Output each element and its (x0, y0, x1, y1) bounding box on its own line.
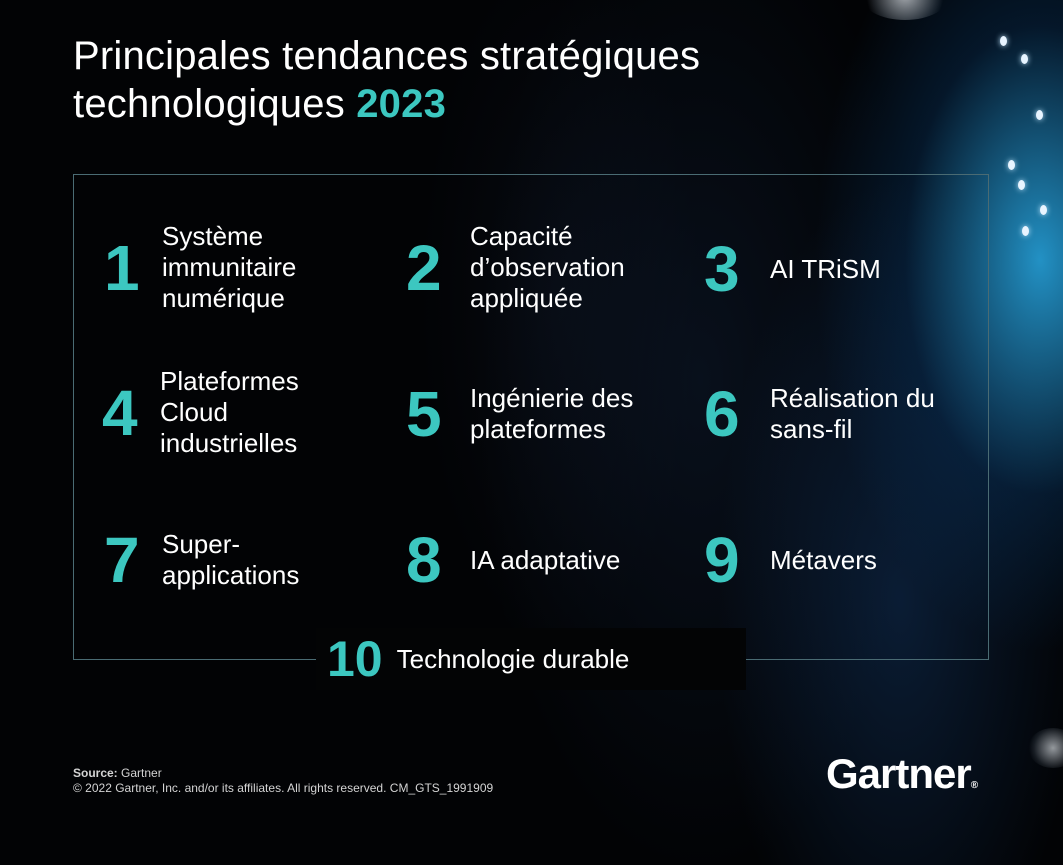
trend-label: Réalisation du sans-fil (770, 383, 935, 444)
trend-number: 9 (704, 524, 740, 596)
source-value: Gartner (121, 766, 162, 780)
title-line-2: technologiques 2023 (73, 80, 700, 128)
trend-number: 4 (102, 376, 138, 449)
trend-number: 3 (704, 233, 740, 305)
trend-item-4: 4 Plateformes Cloud industrielles (102, 366, 299, 459)
trend-label: Métavers (770, 544, 877, 575)
trend-item-9: 9 Métavers (704, 528, 877, 592)
trend-item-6: 6 Réalisation du sans-fil (704, 382, 935, 446)
registered-mark: ® (970, 780, 979, 791)
trend-item-3: 3 AI TRiSM (704, 237, 881, 301)
trend-number: 10 (327, 631, 383, 687)
trend-label: Système immunitaire numérique (162, 221, 297, 313)
trend-label: Technologie durable (396, 643, 630, 674)
light-dot-decoration (1022, 226, 1029, 236)
trend-item-1: 1 Système immunitaire numérique (104, 221, 296, 314)
trend-label: Plateformes Cloud industrielles (160, 366, 299, 458)
trend-label: IA adaptative (470, 544, 621, 575)
trend-number: 1 (104, 231, 140, 304)
trend-label: Capacité d’observation appliquée (470, 221, 625, 313)
copyright-line: © 2022 Gartner, Inc. and/or its affiliat… (73, 781, 494, 795)
trend-number: 5 (406, 378, 442, 450)
logo-text: Gartner (826, 750, 972, 797)
light-dot-decoration (1018, 180, 1025, 190)
source-line: Source: Gartner (73, 766, 493, 781)
light-orb-decoration (1028, 728, 1063, 768)
page-title: Principales tendances stratégiques techn… (73, 32, 700, 128)
source-note: Source: Gartner © 2022 Gartner, Inc. and… (73, 766, 493, 796)
trend-number: 2 (406, 231, 442, 304)
trend-item-7: 7 Super- applications (104, 528, 299, 592)
light-dot-decoration (1008, 160, 1015, 170)
trend-label: Super- applications (162, 529, 300, 590)
trend-item-5: 5 Ingénierie des plateformes (406, 382, 633, 446)
trend-number: 6 (704, 378, 740, 450)
trend-item-8: 8 IA adaptative (406, 528, 620, 592)
light-dot-decoration (1040, 205, 1047, 215)
title-line-2-text: technologiques (73, 82, 345, 126)
title-line-1: Principales tendances stratégiques (73, 34, 701, 78)
source-label: Source: (73, 766, 118, 780)
trend-item-2: 2 Capacité d’observation appliquée (406, 221, 625, 314)
title-year: 2023 (356, 82, 447, 126)
trend-label: AI TRiSM (770, 253, 881, 284)
gartner-logo: Gartner® (826, 748, 978, 812)
trend-label: Ingénierie des plateformes (470, 383, 634, 444)
light-dot-decoration (1036, 110, 1043, 120)
trend-number: 7 (104, 524, 140, 596)
trend-item-10: 10 Technologie durable (316, 628, 746, 690)
light-orb-decoration (860, 0, 950, 20)
light-dot-decoration (1021, 54, 1028, 64)
light-dot-decoration (1000, 36, 1007, 46)
trend-number: 8 (406, 524, 442, 596)
